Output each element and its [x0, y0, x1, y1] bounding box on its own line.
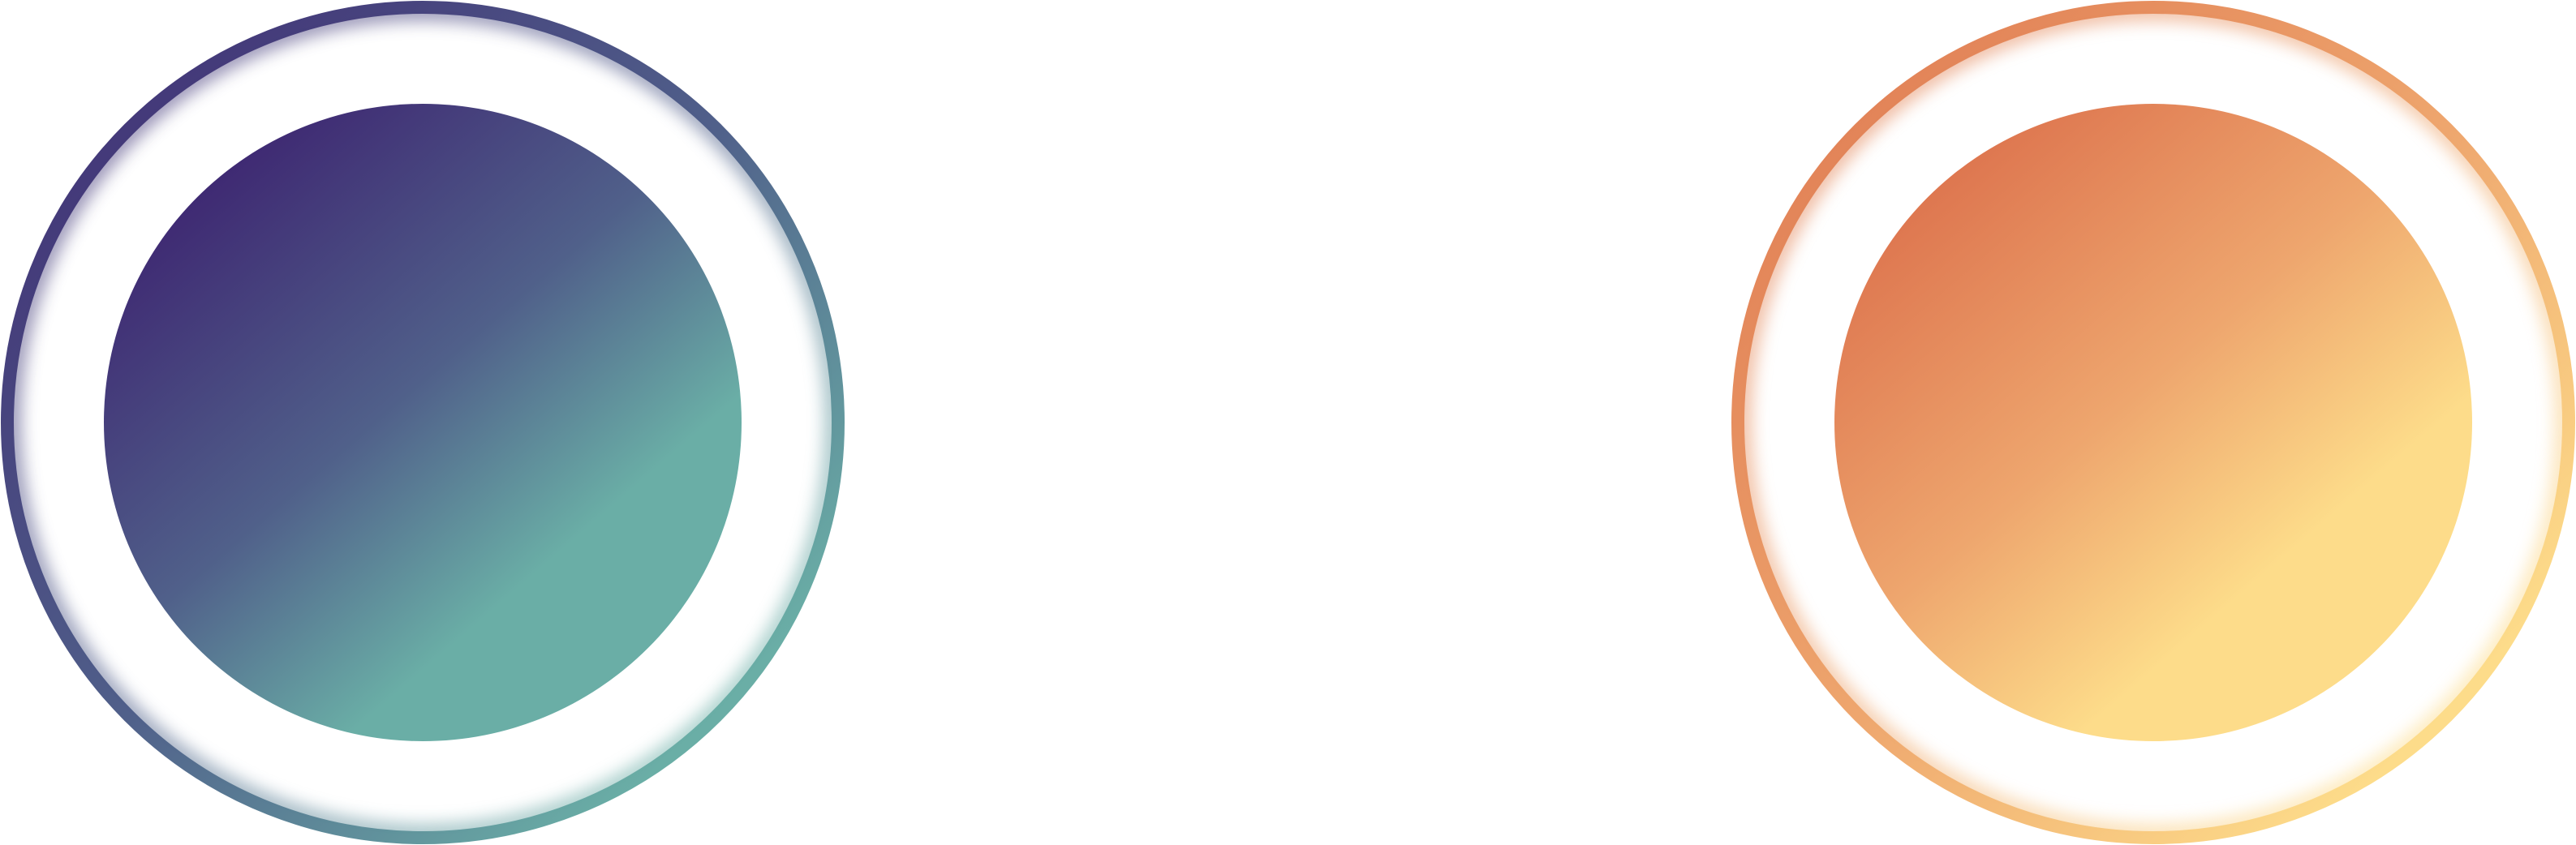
emblem-graphic: [1, 1, 845, 844]
inner-disc: [1834, 104, 2472, 741]
circle-emblem-purple-teal: [0, 0, 845, 845]
inner-disc: [104, 104, 742, 741]
emblem-graphic: [1731, 1, 2575, 844]
outer-ring: [1731, 1, 2575, 844]
outer-ring: [1, 1, 845, 844]
circle-emblem-orange-yellow: [1731, 0, 2576, 845]
